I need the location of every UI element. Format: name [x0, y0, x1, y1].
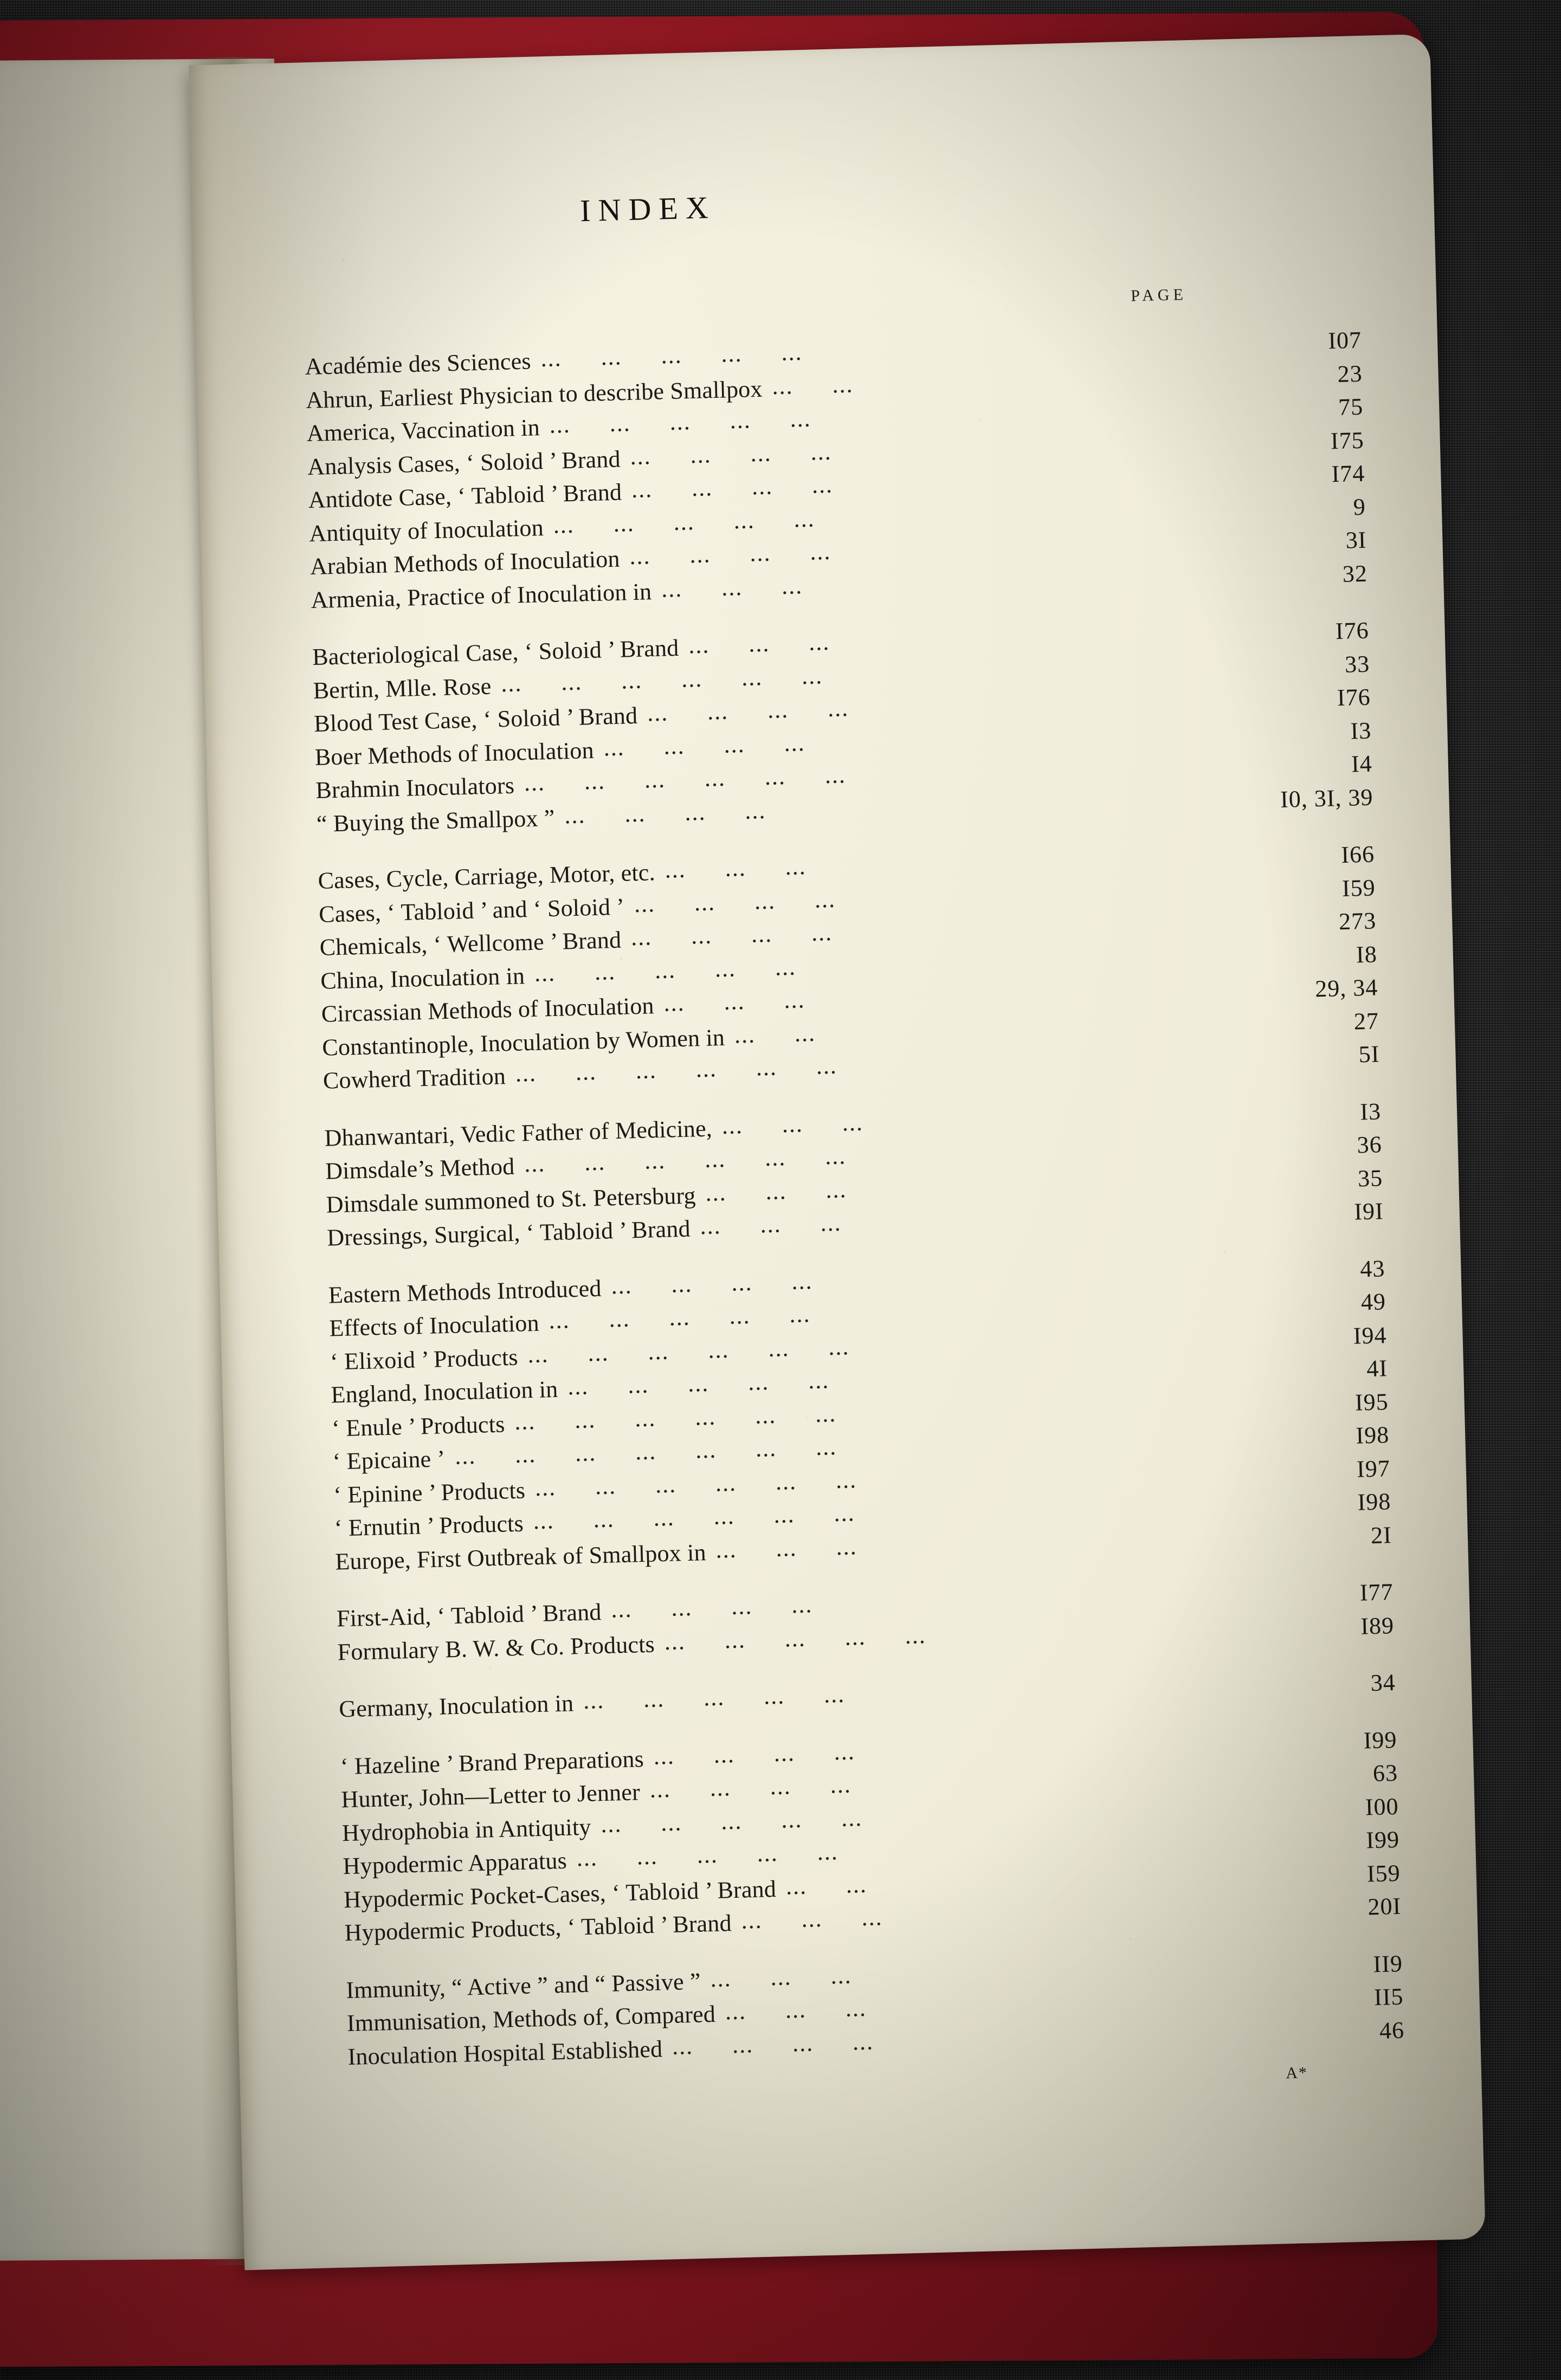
vignette-overlay — [0, 0, 1561, 2380]
